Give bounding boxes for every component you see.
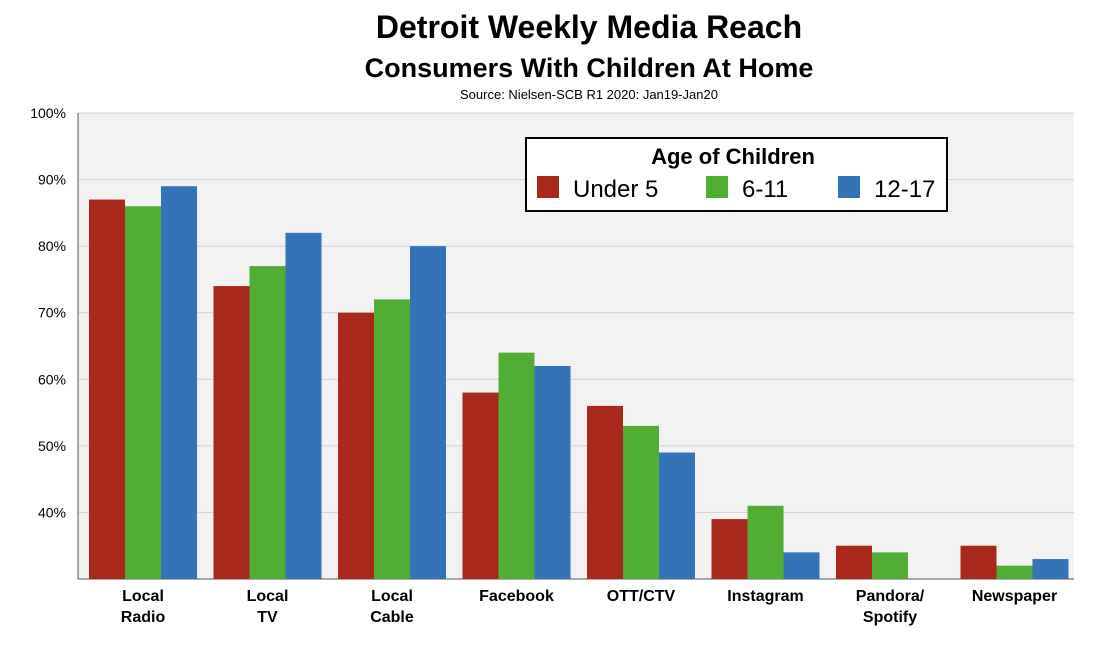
bar-12-17 [1032, 559, 1069, 579]
chart-subtitle: Consumers With Children At Home [365, 53, 814, 83]
x-category-label: Local Cable [370, 588, 414, 626]
legend-label: Under 5 [573, 176, 658, 203]
legend-box [525, 137, 948, 212]
legend: Age of Children Under 5 6-11 12-17 [525, 137, 948, 212]
y-axis-ticks: 40% 50% 60% 70% 80% 90% 100% [30, 105, 66, 520]
x-category-label: Facebook [479, 588, 554, 605]
y-tick-label: 90% [38, 172, 66, 188]
legend-label: 6-11 [742, 176, 788, 203]
bar-6-11 [374, 299, 410, 579]
bar-6-11 [623, 425, 659, 579]
bar-12-17 [783, 552, 820, 579]
bar-under-5 [711, 519, 748, 579]
legend-label: 12-17 [874, 176, 935, 203]
bar-under-5 [338, 312, 374, 579]
bar-6-11 [996, 565, 1033, 579]
bar-under-5 [213, 286, 250, 579]
legend-swatch [537, 176, 559, 198]
bar-6-11 [498, 352, 535, 579]
bar-6-11 [125, 206, 161, 579]
category-labels: Local Radio Local TV Local Cable Facebook OTT/C… [121, 588, 1057, 626]
y-tick-label: 60% [38, 371, 66, 387]
y-tick-label: 100% [30, 105, 66, 121]
bar-under-5 [89, 199, 125, 580]
legend-swatch [838, 176, 860, 198]
x-category-label: Instagram [727, 588, 803, 605]
bars [89, 186, 1069, 580]
chart-source: Source: Nielsen-SCB R1 2020: Jan19-Jan20 [460, 87, 718, 102]
x-category-label: Local Radio [121, 588, 166, 626]
bar-12-17 [285, 232, 322, 580]
legend-swatch [706, 176, 728, 198]
x-category-label: Local TV [247, 588, 289, 626]
bar-12-17 [659, 452, 695, 579]
y-tick-label: 80% [38, 238, 66, 254]
bar-under-5 [836, 545, 872, 579]
bar-12-17 [534, 365, 571, 579]
bar-6-11 [249, 266, 286, 579]
x-category-label: Pandora/Spotify [856, 588, 925, 626]
bar-under-5 [587, 405, 623, 579]
bar-12-17 [161, 186, 197, 579]
bar-6-11 [747, 505, 784, 579]
bar-under-5 [960, 545, 997, 579]
chart-title: Detroit Weekly Media Reach [376, 9, 802, 45]
y-tick-label: 40% [38, 504, 66, 520]
y-tick-label: 70% [38, 305, 66, 321]
x-category-label: OTT/CTV [607, 588, 676, 605]
bar-under-5 [462, 392, 499, 579]
legend-title: Age of Children [651, 144, 815, 169]
y-tick-label: 50% [38, 438, 66, 454]
bar-12-17 [410, 246, 446, 579]
bar-6-11 [872, 552, 908, 579]
x-category-label: Newspaper [972, 588, 1057, 605]
